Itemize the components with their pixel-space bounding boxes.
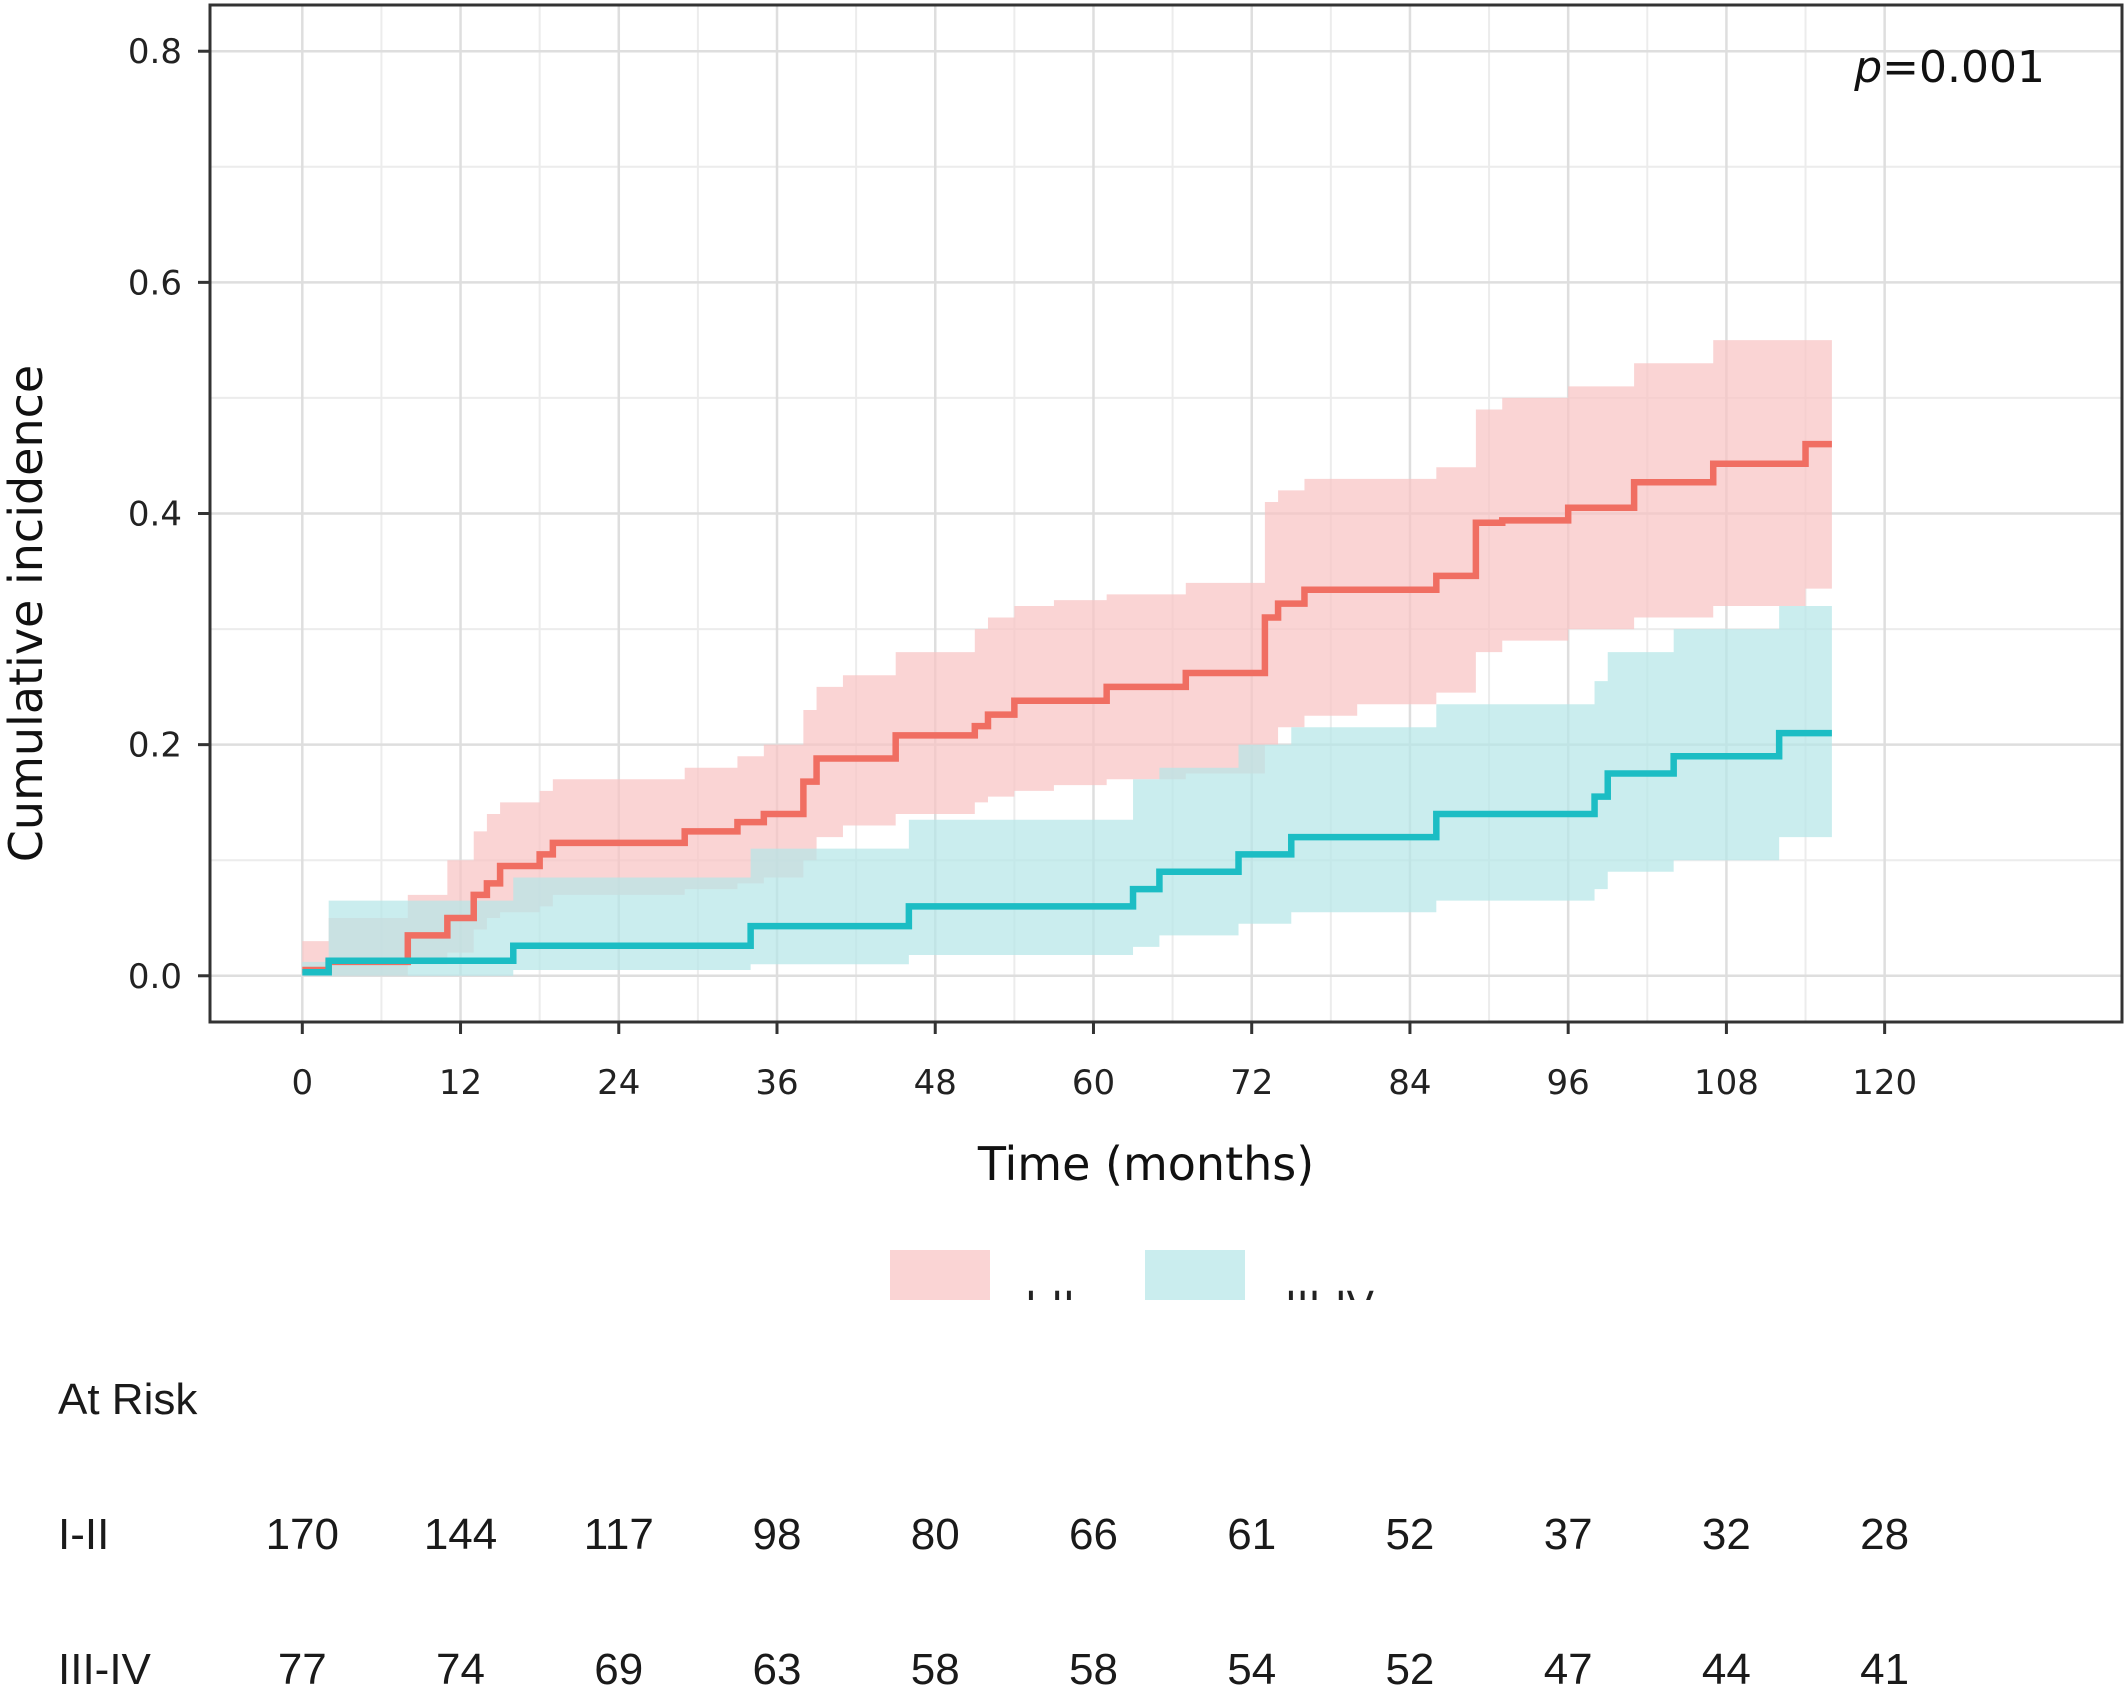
y-axis-title: Cumulative incidence — [0, 365, 53, 862]
y-tick-label: 0.6 — [128, 263, 182, 303]
y-tick-label: 0.0 — [128, 957, 182, 997]
at-risk-value: 117 — [583, 1510, 654, 1559]
incidence-curve-III-IV — [302, 729, 1832, 976]
x-tick-label: 108 — [1694, 1063, 1759, 1103]
at-risk-value: 170 — [265, 1510, 340, 1559]
at-risk-value: 77 — [277, 1645, 327, 1694]
at-risk-value: 41 — [1860, 1645, 1910, 1694]
at-risk-row: III-IV 77 74 69 63 58 58 54 52 47 44 41 — [0, 1645, 2128, 1705]
legend-label-I-II: I-II — [1025, 1284, 1075, 1300]
x-tick-label: 24 — [597, 1063, 640, 1103]
confidence-band-I-II — [302, 340, 1832, 976]
at-risk-value: 52 — [1385, 1510, 1435, 1559]
legend-label-III-IV: III-IV — [1285, 1284, 1375, 1300]
y-tick-label: 0.4 — [128, 495, 182, 535]
at-risk-value: 28 — [1860, 1510, 1910, 1559]
x-tick-label: 72 — [1230, 1063, 1273, 1103]
at-risk-value: 32 — [1701, 1510, 1751, 1559]
at-risk-value: 44 — [1701, 1645, 1751, 1694]
legend-key-band-I-II — [890, 1250, 990, 1300]
at-risk-value: 61 — [1227, 1510, 1277, 1559]
at-risk-value: 37 — [1543, 1510, 1593, 1559]
y-tick-label: 0.8 — [128, 32, 182, 72]
confidence-band-III-IV — [302, 605, 1832, 976]
x-tick-label: 84 — [1388, 1063, 1431, 1103]
at-risk-row: I-II 170 144 117 98 80 66 61 52 37 32 28 — [0, 1510, 2128, 1570]
x-tick-label: 120 — [1852, 1063, 1917, 1103]
confidence-bands — [302, 340, 1832, 976]
at-risk-value: 52 — [1385, 1645, 1435, 1694]
at-risk-value: 80 — [910, 1510, 960, 1559]
p-value-symbol: p — [1853, 42, 1882, 93]
at-risk-row-label: I-II — [58, 1510, 110, 1559]
x-tick-label: 48 — [914, 1063, 957, 1103]
at-risk-title: At Risk — [58, 1375, 198, 1424]
x-axis-title: Time (months) — [977, 1137, 1314, 1191]
at-risk-value: 58 — [1068, 1645, 1118, 1694]
incidence-curve-I-II — [302, 440, 1832, 974]
chart-svg: 0.00.20.40.60.8 0 12 24 36 48 60 72 84 96 108 120 … — [0, 3, 2124, 1300]
legend-key-band-III-IV — [1145, 1250, 1245, 1300]
x-axis-ticks: 0 12 24 36 48 60 72 84 96 108 120 — [291, 1022, 1917, 1103]
at-risk-value: 58 — [910, 1645, 960, 1694]
p-value-annotation: p=0.001 — [1853, 42, 2045, 93]
at-risk-value: 47 — [1543, 1645, 1593, 1694]
x-tick-label: 12 — [439, 1063, 482, 1103]
y-tick-label: 0.2 — [128, 726, 182, 766]
x-tick-label: 60 — [1072, 1063, 1115, 1103]
at-risk-value: 66 — [1068, 1510, 1118, 1559]
y-axis-ticks: 0.0 0.2 0.4 0.6 0.8 — [128, 32, 210, 997]
at-risk-value: 54 — [1227, 1645, 1277, 1694]
at-risk-value: 98 — [752, 1510, 802, 1559]
at-risk-value: 63 — [752, 1645, 802, 1694]
at-risk-value: 74 — [436, 1645, 486, 1694]
x-tick-label: 36 — [755, 1063, 798, 1103]
p-value-number: =0.001 — [1882, 42, 2045, 93]
at-risk-value: 144 — [423, 1510, 498, 1559]
at-risk-value: 69 — [594, 1645, 644, 1694]
legend: I-II III-IV — [890, 1250, 1375, 1300]
at-risk-row-label: III-IV — [58, 1645, 151, 1694]
x-tick-label: 96 — [1547, 1063, 1590, 1103]
x-tick-label: 0 — [291, 1063, 313, 1103]
incidence-curves — [302, 440, 1832, 976]
